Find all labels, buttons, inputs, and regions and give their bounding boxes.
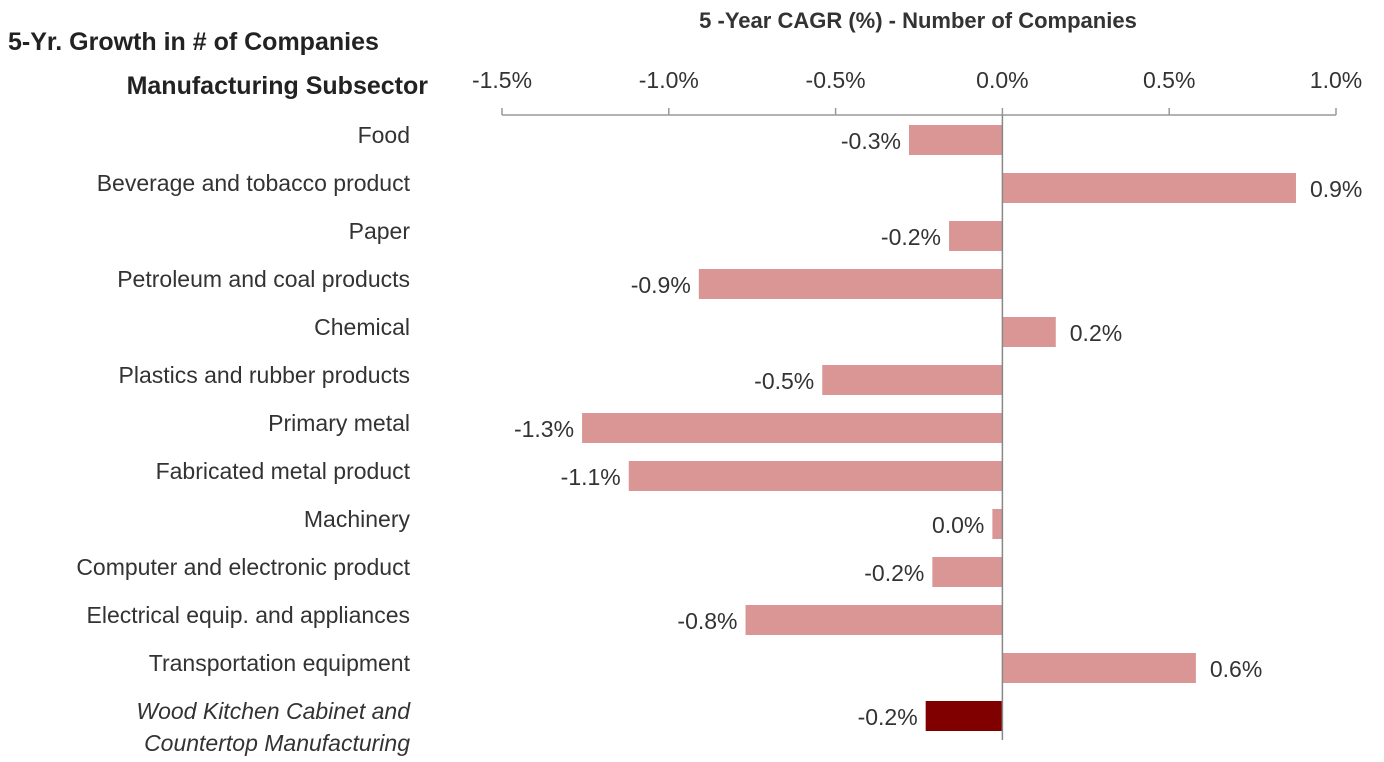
bar xyxy=(992,509,1003,539)
y-tick-label: Wood Kitchen Cabinet and Countertop Manu… xyxy=(136,698,410,756)
bar xyxy=(949,221,1003,251)
x-tick-label: 0.5% xyxy=(1143,67,1195,93)
value-label: -1.3% xyxy=(514,416,574,442)
x-tick-label: -0.5% xyxy=(806,67,866,93)
value-label: -0.5% xyxy=(754,368,814,394)
bar xyxy=(582,413,1003,443)
bar xyxy=(925,701,1003,731)
y-tick-label: Plastics and rubber products xyxy=(118,362,411,388)
bar xyxy=(745,605,1003,635)
y-tick-label: Chemical xyxy=(314,314,410,340)
bar xyxy=(628,461,1003,491)
subtitle: 5-Yr. Growth in # of Companies xyxy=(8,28,379,56)
value-label: -0.8% xyxy=(677,608,737,634)
y-tick-label: Machinery xyxy=(303,506,410,532)
bar xyxy=(698,269,1003,299)
value-label: -0.3% xyxy=(841,128,901,154)
y-tick-label: Fabricated metal product xyxy=(155,458,410,484)
value-label: -0.2% xyxy=(864,560,924,586)
bar xyxy=(822,365,1003,395)
x-tick-label: -1.0% xyxy=(639,67,699,93)
bar xyxy=(932,557,1003,587)
y-tick-label: Food xyxy=(357,122,410,148)
value-label: -1.1% xyxy=(561,464,621,490)
bar xyxy=(908,125,1003,155)
value-label: -0.2% xyxy=(858,704,918,730)
value-label: 0.2% xyxy=(1070,320,1122,346)
value-label: 0.9% xyxy=(1310,176,1362,202)
y-tick-label: Computer and electronic product xyxy=(76,554,410,580)
y-tick-label: Transportation equipment xyxy=(148,650,410,676)
value-label: 0.0% xyxy=(932,512,984,538)
y-tick-label: Primary metal xyxy=(268,410,410,436)
x-tick-label: 1.0% xyxy=(1310,67,1362,93)
bar xyxy=(1002,173,1296,203)
value-label: -0.2% xyxy=(881,224,941,250)
y-tick-label: Electrical equip. and appliances xyxy=(86,602,410,628)
value-label: 0.6% xyxy=(1210,656,1262,682)
y-tick-label: Beverage and tobacco product xyxy=(96,170,410,196)
bar xyxy=(1002,653,1196,683)
chart-title: 5 -Year CAGR (%) - Number of Companies xyxy=(699,8,1137,33)
y-tick-label: Paper xyxy=(348,218,410,244)
value-label: -0.9% xyxy=(631,272,691,298)
x-tick-label: -1.5% xyxy=(472,67,532,93)
y-tick-label: Petroleum and coal products xyxy=(117,266,410,292)
x-tick-label: 0.0% xyxy=(976,67,1028,93)
y-axis-title: Manufacturing Subsector xyxy=(126,72,428,100)
bar xyxy=(1002,317,1056,347)
